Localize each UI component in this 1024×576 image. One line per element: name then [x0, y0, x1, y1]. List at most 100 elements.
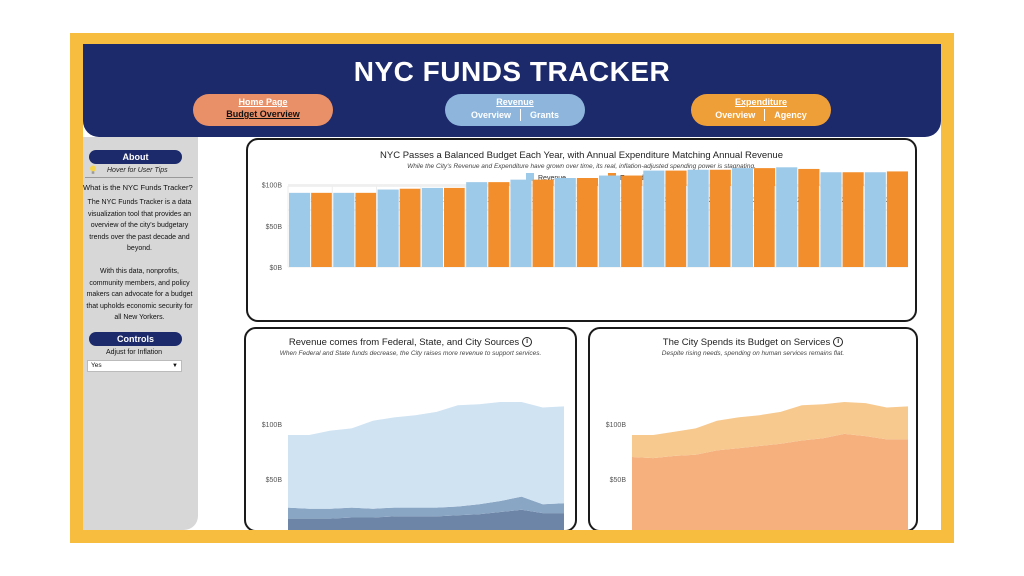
about-heading: What is the NYC Funds Tracker? [83, 183, 193, 192]
nav-budget-overview-link[interactable]: Budget Overview [226, 109, 300, 119]
bar-expenditure [488, 182, 510, 267]
nav-separator [764, 109, 766, 121]
bar-expenditure [621, 175, 643, 267]
y-tick-label: $50B [610, 477, 627, 484]
bar-expenditure [532, 179, 554, 267]
bar-expenditure [576, 178, 598, 267]
year-label: 2023 [834, 197, 850, 204]
nav-home-link[interactable]: Home Page [238, 97, 288, 107]
header: NYC FUNDS TRACKER Home Page Budget Overv… [83, 44, 941, 137]
bar-revenue [289, 192, 311, 267]
year-label: 2018 [612, 197, 628, 204]
year-label: 2017 [568, 197, 584, 204]
bar-revenue [864, 172, 886, 267]
legend-revenue-label: Revenue [538, 175, 566, 182]
year-label: 2019 [657, 197, 673, 204]
bar-revenue [599, 175, 621, 267]
nav-revenue-grants-link[interactable]: Grants [530, 110, 560, 120]
bar-expenditure [754, 168, 776, 267]
divider [85, 177, 193, 178]
nav-revenue-pill[interactable]: Revenue Overview Grants [445, 94, 585, 126]
year-label: 2016 [524, 197, 540, 204]
bar-expenditure [709, 169, 731, 267]
revenue-area-chart-card: Revenue comes from Federal, State, and C… [244, 327, 577, 530]
app-title: NYC FUNDS TRACKER [353, 56, 671, 87]
bar-revenue [643, 170, 665, 267]
bar-revenue [333, 192, 355, 267]
bar-expenditure [399, 188, 421, 267]
y-tick-label: $0B [270, 265, 283, 272]
bar-revenue [731, 168, 753, 267]
user-tips[interactable]: Hover for User Tips [89, 165, 168, 175]
year-label: 2013 [391, 197, 407, 204]
expenditure-area-chart-card: The City Spends its Budget on Services i … [588, 327, 918, 530]
bar-expenditure [355, 192, 377, 267]
year-label: 2021 [745, 197, 761, 204]
inflation-dropdown[interactable]: Yes ▼ [87, 360, 182, 372]
year-label: 2024 [878, 197, 894, 204]
nav-expenditure-pill[interactable]: Expenditure Overview Agency [691, 94, 831, 126]
y-tick-label: $100B [262, 422, 283, 429]
user-tips-label: Hover for User Tips [107, 166, 168, 174]
y-tick-label: $100B [262, 183, 283, 190]
chevron-down-icon: ▼ [172, 363, 178, 369]
about-text: The NYC Funds Tracker is a data visualiz… [86, 199, 193, 321]
bar-revenue [421, 187, 443, 267]
inflation-label: Adjust for Inflation [105, 349, 163, 356]
bar-revenue [687, 169, 709, 267]
controls-pill: Controls [89, 332, 182, 346]
area-city [288, 402, 564, 509]
y-tick-label: $50B [266, 224, 283, 231]
dashboard: NYC FUNDS TRACKER Home Page Budget Overv… [83, 44, 941, 530]
bar-expenditure [886, 171, 908, 267]
area-federal [288, 496, 564, 519]
year-label: 2011 [303, 197, 318, 204]
bar-chart-subtitle: While the City's Revenue and Expenditure… [407, 163, 756, 170]
year-label: 2015 [479, 197, 495, 204]
expenditure-chart-subtitle: Despite rising needs, spending on human … [661, 350, 845, 357]
bar-expenditure [444, 187, 466, 267]
lightbulb-icon [90, 165, 96, 174]
year-label: 2012 [347, 197, 363, 204]
area-other [632, 433, 908, 530]
area-state [288, 509, 564, 530]
bar-revenue [776, 167, 798, 267]
bar-revenue [377, 189, 399, 267]
about-pill: About [89, 150, 182, 164]
y-tick-label: $50B [266, 477, 283, 484]
nav-revenue-subitems: Overview Grants [445, 109, 585, 121]
bar-expenditure [665, 170, 687, 267]
revenue-chart-title: Revenue comes from Federal, State, and C… [288, 337, 520, 348]
nav-expenditure-agency-link[interactable]: Agency [774, 110, 807, 120]
bar-revenue [510, 179, 532, 267]
nav-revenue-overview-link[interactable]: Overview [470, 110, 511, 120]
year-label: 2020 [701, 197, 717, 204]
revenue-chart-title-row: Revenue comes from Federal, State, and C… [246, 337, 575, 348]
nav-expenditure-link[interactable]: Expenditure [734, 97, 787, 107]
bar-revenue [554, 178, 576, 267]
info-icon[interactable]: i [522, 337, 533, 347]
revenue-chart-subtitle: When Federal and State funds decrease, t… [279, 350, 542, 357]
bar-expenditure [311, 192, 333, 267]
bar-chart: RevenueExpenditure$0B$50B$100B2011201220… [262, 167, 908, 272]
inflation-value: Yes [91, 362, 102, 369]
year-label: 2022 [789, 197, 805, 204]
area-human-services [632, 402, 908, 459]
nav-expenditure-subitems: Overview Agency [691, 109, 831, 121]
year-label: 2014 [435, 197, 451, 204]
revenue-area-chart: $0B$50B$100B2011201220132014201520162017… [262, 402, 564, 530]
info-icon[interactable]: i [833, 337, 844, 347]
bar-revenue [466, 182, 488, 267]
legend-revenue-swatch [526, 173, 534, 181]
y-tick-label: $100B [606, 422, 627, 429]
nav-expenditure-overview-link[interactable]: Overview [715, 110, 756, 120]
expenditure-area-chart: $0B$50B$100B2011201220132014201520162017… [606, 402, 908, 530]
expenditure-chart-title: The City Spends its Budget on Services [662, 337, 831, 348]
expenditure-chart-title-row: The City Spends its Budget on Services i [590, 337, 916, 348]
bar-chart-title: NYC Passes a Balanced Budget Each Year, … [380, 150, 783, 161]
nav-home-pill[interactable]: Home Page Budget Overview [193, 94, 333, 126]
nav-revenue-link[interactable]: Revenue [496, 97, 534, 107]
nav-separator [520, 109, 521, 121]
sidebar: About Hover for User Tips What is the NY… [83, 137, 198, 530]
bar-expenditure [842, 172, 864, 267]
